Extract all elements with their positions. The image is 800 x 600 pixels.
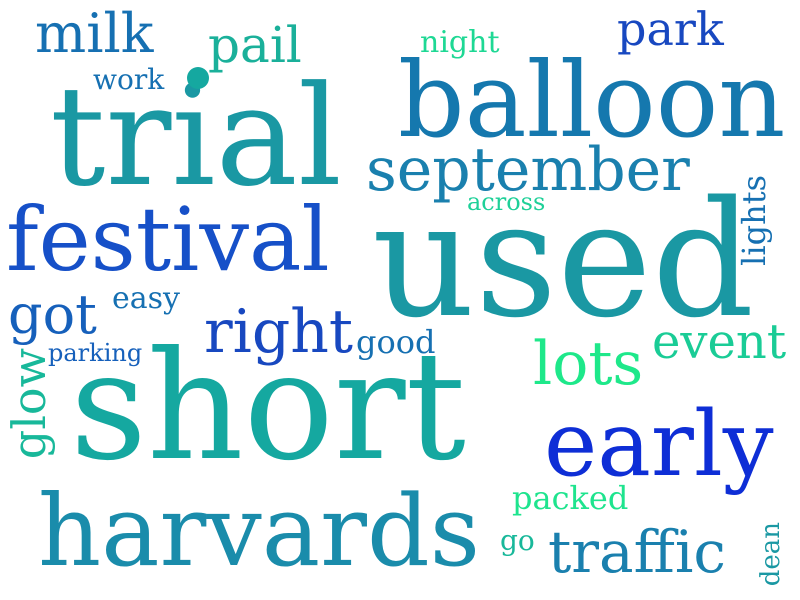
word-packed: packed	[512, 479, 629, 517]
word-balloon: balloon	[398, 39, 786, 161]
word-got: got	[8, 283, 97, 346]
word-event: event	[652, 314, 787, 370]
word-trial: trial	[50, 56, 342, 217]
word-right: right	[204, 297, 354, 367]
word-festival: festival	[6, 188, 330, 291]
word-parking: parking	[48, 339, 143, 367]
word-used: used	[372, 166, 755, 353]
word-harvards: harvards	[38, 475, 481, 589]
word-early: early	[544, 392, 774, 497]
word-short: short	[70, 320, 466, 494]
word-night: night	[420, 25, 500, 60]
word-dean: dean	[756, 522, 786, 587]
word-lots: lots	[533, 329, 644, 399]
word-work: work	[93, 63, 165, 96]
word-lights: lights	[735, 175, 773, 266]
decorative-dot	[187, 67, 209, 89]
word-park: park	[617, 2, 724, 56]
word-go: go	[500, 524, 535, 557]
word-september: september	[366, 135, 690, 205]
word-easy: easy	[112, 281, 180, 316]
word-across: across	[467, 188, 546, 216]
word-pail: pail	[208, 16, 302, 74]
word-traffic: traffic	[548, 518, 726, 586]
word-glow: glow	[2, 348, 56, 460]
word-good: good	[356, 323, 436, 361]
word-milk: milk	[35, 2, 154, 65]
